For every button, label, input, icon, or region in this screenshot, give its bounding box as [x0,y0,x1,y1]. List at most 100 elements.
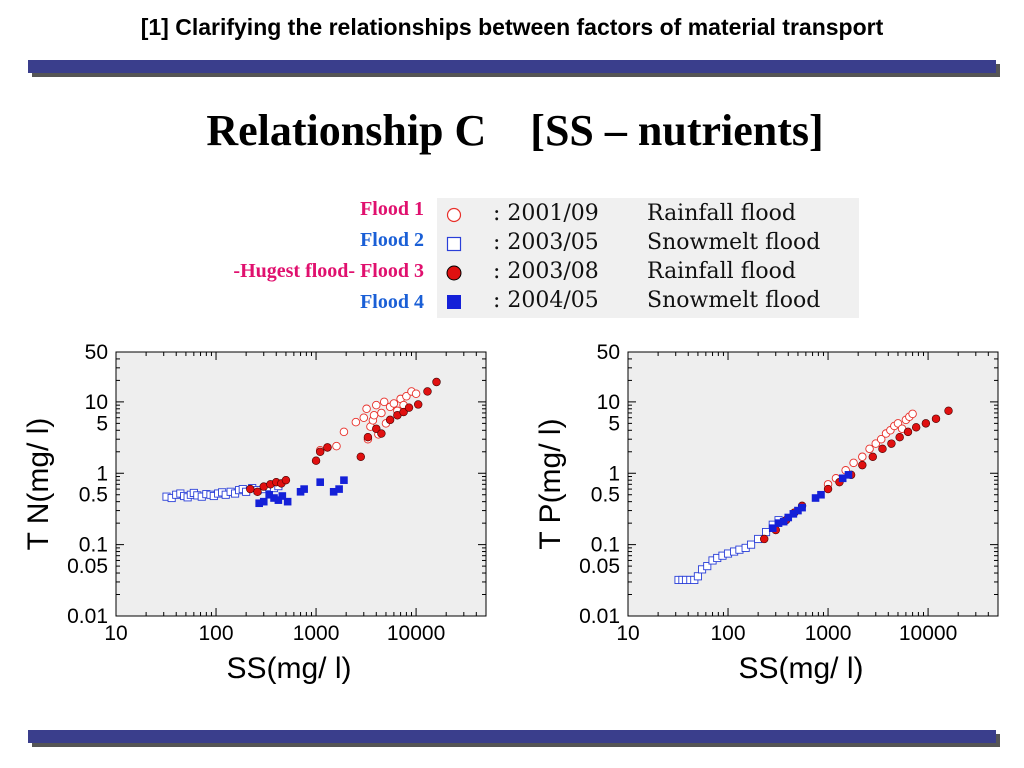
y-tick-label: 0.01 [579,605,620,628]
data-point [789,510,798,518]
data-point [253,487,262,496]
y-tick-label: 10 [597,391,620,414]
data-point [921,419,931,428]
legend-kind: Rainfall flood [647,259,796,284]
data-point [908,409,917,419]
y-tick-label: 0.05 [67,555,108,578]
data-point [363,433,373,442]
legend-date: : 2003/08 [493,259,599,284]
legend-kind: Rainfall flood [647,201,796,226]
data-point [817,490,825,499]
y-tick-label: 50 [85,341,108,364]
legend-row-flood-1: : 2001/09 Rainfall flood [437,200,859,228]
data-point [423,387,432,396]
data-point [760,534,769,544]
legend-date: : 2001/09 [493,201,599,226]
y-tick-label: 1 [608,462,620,485]
data-point [362,404,371,414]
y-axis-title: T N(mg/ l) [22,418,55,551]
open-circle-marker-icon [446,207,462,223]
y-tick-label: 0.5 [591,484,620,507]
data-point [274,496,283,504]
data-point [377,429,386,438]
data-point [876,434,886,444]
data-point [414,400,423,409]
slide-header: [1] Clarifying the relationships between… [140,14,884,40]
data-point [895,433,904,442]
flood-3-label: -Hugest flood- Flood 3 [233,260,424,283]
data-point [798,503,806,512]
top-divider-bar [28,60,996,73]
data-point [858,452,867,462]
legend-date: : 2004/05 [493,288,599,313]
data-point [372,400,381,410]
series-4 [255,476,348,508]
data-point [794,506,802,515]
data-point [281,475,291,485]
legend-box: : 2001/09 Rainfall flood : 2003/05 Snowm… [437,198,859,318]
flood-3-name: Flood 3 [360,260,424,282]
x-tick-label: 10000 [899,622,957,645]
data-point [823,484,833,494]
data-point [903,427,913,437]
tp-vs-ss-chart: 10 100 1000 100000.010.050.10.5151050SS(mg/… [534,341,999,685]
x-tick-label: 100 [711,622,746,645]
y-tick-label: 0.1 [79,534,108,557]
legend-date: : 2003/05 [493,230,599,255]
data-point [858,460,867,470]
x-tick-label: 1000 [293,622,340,645]
data-point [811,494,820,502]
filled-circle-marker-icon [446,265,462,281]
data-point [838,474,847,483]
data-point [389,399,399,408]
open-square-marker-icon [446,236,462,252]
x-tick-label: 100 [199,622,234,645]
flood-2-name: Flood 2 [360,229,424,251]
data-point [315,447,325,456]
data-point [278,492,287,500]
data-point [351,417,361,427]
legend-kind: Snowmelt flood [647,230,821,255]
x-axis-title: SS(mg/ l) [738,652,863,685]
x-tick-label: 10000 [387,622,445,645]
data-point [703,562,712,571]
flood-1-label: Flood 1 [360,198,424,221]
y-tick-label: 10 [85,391,108,414]
data-point [359,413,369,422]
data-point [369,410,379,420]
y-tick-label: 50 [597,341,620,364]
data-point [246,484,255,494]
data-point [878,444,887,454]
data-point [849,458,858,468]
data-point [887,439,896,448]
data-point [265,490,273,499]
data-point [255,499,263,508]
data-point [339,427,349,437]
bottom-divider-bar [28,730,996,743]
y-tick-label: 5 [96,412,108,435]
flood-4-label: Flood 4 [360,291,424,314]
main-title: Relationship C [SS – nutrients] [206,106,824,155]
data-point [340,476,348,484]
y-axis-title: T P(mg/ l) [534,418,567,549]
y-tick-label: 1 [96,462,108,485]
data-point [311,456,321,465]
data-point [432,377,441,387]
filled-square-marker-icon [447,295,461,309]
series-3 [246,377,441,496]
series-1 [823,409,917,489]
data-point [944,406,953,416]
y-tick-label: 0.05 [579,555,620,578]
data-point [868,452,877,462]
data-point [871,439,881,448]
x-tick-label: 1000 [805,622,852,645]
data-point [335,485,343,493]
data-point [300,485,308,493]
flood-4-name: Flood 4 [360,291,424,313]
y-tick-label: 0.01 [67,605,108,628]
data-point [377,408,386,418]
legend-kind: Snowmelt flood [647,288,821,313]
data-point [270,494,278,502]
flood-1-name: Flood 1 [360,198,424,220]
data-point [259,497,268,506]
